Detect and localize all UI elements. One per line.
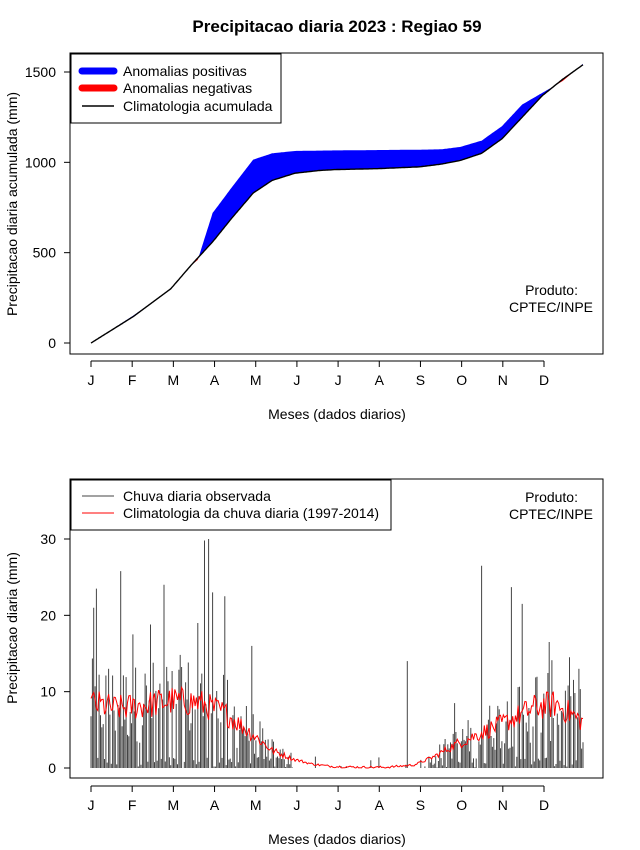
x-tick-label: J [88, 797, 95, 813]
x-tick-label: S [416, 372, 425, 388]
x-tick-label: J [293, 372, 300, 388]
x-tick-label: M [168, 797, 180, 813]
bottom-legend: Chuva diaria observada Climatologia da c… [70, 479, 392, 531]
bottom-legend-box [70, 479, 392, 531]
x-tick-label: A [210, 797, 220, 813]
legend-negative: Anomalias negativas [123, 80, 252, 96]
daily-panel: 0 10 20 30 J F M A M J J A S O N D Precipitacao diaria… [4, 478, 604, 847]
x-tick-label: J [335, 372, 342, 388]
x-tick-label: M [168, 372, 180, 388]
top-y-label: Precipitacao diaria acumulada (mm) [4, 92, 20, 316]
x-tick-label: N [498, 372, 508, 388]
x-tick-label: M [250, 797, 262, 813]
y-tick-label: 0 [48, 760, 56, 776]
x-tick-label: S [416, 797, 425, 813]
x-tick-label: O [456, 797, 467, 813]
y-tick-label: 30 [40, 531, 56, 547]
x-tick-label: F [128, 797, 137, 813]
bottom-y-label: Precipitacao diaria (mm) [4, 552, 20, 704]
x-tick-label: J [335, 797, 342, 813]
chart-title: Precipitacao diaria 2023 : Regiao 59 [192, 17, 481, 36]
x-tick-label: D [539, 372, 549, 388]
x-tick-label: A [375, 797, 385, 813]
x-tick-label: J [88, 372, 95, 388]
legend-observed: Chuva diaria observada [123, 488, 271, 504]
bottom-y-axis: 0 10 20 30 [40, 531, 70, 776]
x-tick-label: J [293, 797, 300, 813]
top-y-axis: 0 500 1000 1500 [25, 64, 70, 351]
bottom-product-label: Produto: [525, 489, 578, 505]
climatology-line [90, 64, 584, 344]
y-tick-label: 0 [48, 335, 56, 351]
x-tick-label: N [498, 797, 508, 813]
legend-positive: Anomalias positivas [123, 63, 247, 79]
y-tick-label: 1000 [25, 154, 56, 170]
bottom-product-source: CPTEC/INPE [509, 506, 593, 522]
x-tick-label: D [539, 797, 549, 813]
x-tick-label: O [456, 372, 467, 388]
x-tick-label: A [210, 372, 220, 388]
bottom-plot-frame [69, 478, 604, 779]
x-tick-label: A [375, 372, 385, 388]
daily-climatology-line [90, 685, 584, 769]
top-legend: Anomalias positivas Anomalias negativas … [70, 53, 282, 124]
x-tick-label: M [250, 372, 262, 388]
legend-climatology: Climatologia acumulada [123, 98, 273, 114]
bottom-x-label: Meses (dados diarios) [268, 831, 406, 847]
y-tick-label: 1500 [25, 64, 56, 80]
legend-daily-climatology: Climatologia da chuva diaria (1997-2014) [123, 505, 379, 521]
top-plot-frame [69, 52, 604, 355]
y-tick-label: 20 [40, 607, 56, 623]
positive-anomaly-area [91, 263, 193, 343]
cumulative-panel: 0 500 1000 1500 J F M A M J J A S O N D Precipitacao d… [4, 52, 604, 422]
x-tick-label: F [128, 372, 137, 388]
y-tick-label: 10 [40, 684, 56, 700]
observed-bars [90, 539, 584, 768]
top-x-label: Meses (dados diarios) [268, 406, 406, 422]
top-product-label: Produto: [525, 282, 578, 298]
top-product-source: CPTEC/INPE [509, 299, 593, 315]
y-tick-label: 500 [33, 245, 57, 261]
positive-anomaly-area [199, 84, 556, 257]
